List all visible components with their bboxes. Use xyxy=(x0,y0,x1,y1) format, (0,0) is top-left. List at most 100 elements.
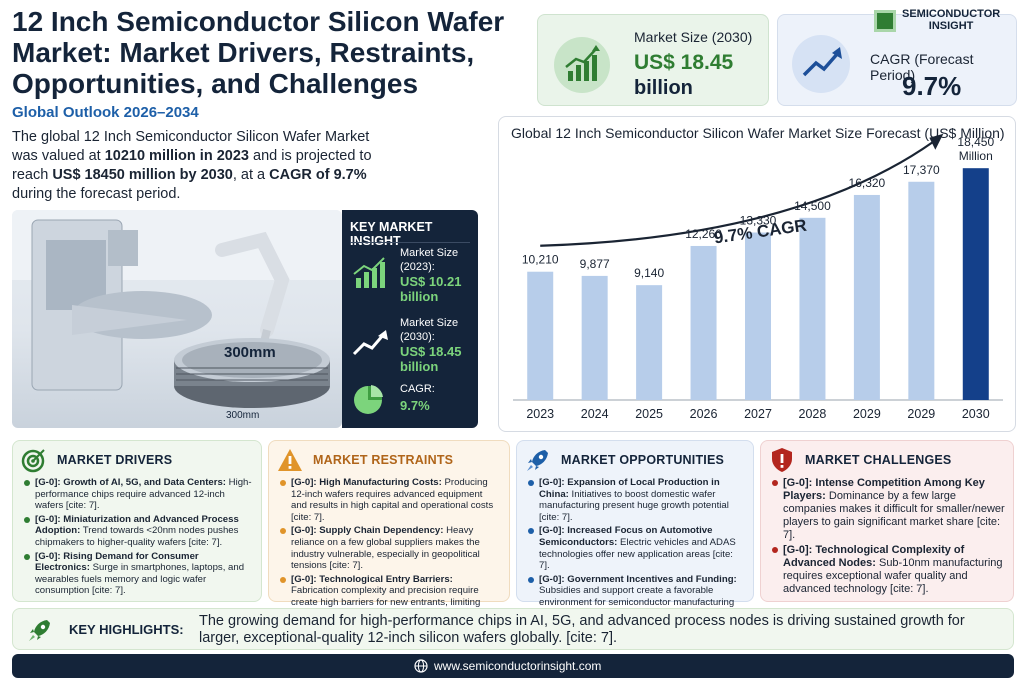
list-item: [G-0]: Increased Focus on Automotive Sem… xyxy=(527,525,745,571)
insight-label-cagr: CAGR: xyxy=(400,383,435,395)
chart-bar xyxy=(690,245,717,400)
data-label: 9,877 xyxy=(580,257,610,271)
page-subtitle: Global Outlook 2026–2034 xyxy=(12,104,199,121)
highlights-text: The growing demand for high-performance … xyxy=(199,613,965,646)
footer-website-link[interactable]: www.semiconductorinsight.com xyxy=(434,659,602,673)
insight-value-cagr: 9.7% xyxy=(400,398,430,413)
item-text: Dominance by a few large companies makes… xyxy=(783,490,1005,541)
item-text: Trend towards <20nm nodes pushes chipmak… xyxy=(35,525,239,548)
opportunities-list: [G-0]: Expansion of Local Production in … xyxy=(527,477,745,611)
pie-chart-icon xyxy=(350,382,392,418)
data-label: 16,320 xyxy=(849,176,886,190)
intro-text-1: The global 12 Inch Semiconductor Silicon… xyxy=(12,129,370,164)
challenges-list: [G-0]: Intense Competition Among Key Pla… xyxy=(771,477,1005,598)
chart-bar xyxy=(636,285,663,400)
x-tick-label: 2023 xyxy=(526,407,554,421)
cagr-value: 9.7% xyxy=(902,71,962,101)
list-item: [G-0]: Rising Demand for Consumer Electr… xyxy=(23,551,253,597)
rocket-icon xyxy=(527,450,548,471)
footer-bar: www.semiconductorinsight.com xyxy=(12,654,1014,678)
item-head: [G-0]: Miniaturization and Advanced Proc… xyxy=(35,513,239,537)
insight-item-cagr: CAGR: 9.7% xyxy=(350,382,474,426)
x-tick-label: 2024 xyxy=(581,407,609,421)
market-opportunities-panel: MARKET OPPORTUNITIES [G-0]: Expansion of… xyxy=(516,440,754,608)
data-label: 9,140 xyxy=(634,266,664,280)
market-drivers-panel: MARKET DRIVERS [G-0]: Growth of AI, 5G, … xyxy=(12,440,262,602)
insight-item-2030: Market Size (2030): US$ 18.45 billion xyxy=(350,316,474,376)
data-label: 18,450 xyxy=(957,135,994,149)
x-tick-label: 2028 xyxy=(799,407,827,421)
chart-canvas: 10,21020239,87720249,140202512,260202613… xyxy=(513,133,1003,421)
cagr-card: CAGR (Forecast Period) 9.7% xyxy=(777,14,1017,106)
list-item: [G-0]: Miniaturization and Advanced Proc… xyxy=(23,514,253,549)
insight-value-2023: US$ 10.21 billion xyxy=(400,274,462,304)
item-head: [G-0]: Intense Competition Among Key Pla… xyxy=(783,477,985,502)
item-text: Producing 12-inch wafers requires advanc… xyxy=(291,477,494,523)
list-item: [G-0]: Technological Complexity of Advan… xyxy=(771,544,1005,596)
wafer-label-large: 300mm xyxy=(224,344,276,361)
growth-chart-icon xyxy=(554,37,610,93)
chart-title: Global 12 Inch Semiconductor Silicon Waf… xyxy=(511,125,1005,141)
item-text: High-performance chips require advanced … xyxy=(35,477,252,512)
trend-arrow-icon xyxy=(350,326,392,362)
chart-bar xyxy=(908,181,935,400)
chart-bar xyxy=(581,275,608,400)
globe-icon xyxy=(414,659,428,673)
opportunities-title: MARKET OPPORTUNITIES xyxy=(561,453,725,467)
cagr-label: CAGR (Forecast Period) xyxy=(870,51,974,83)
restraints-list: [G-0]: High Manufacturing Costs: Produci… xyxy=(279,477,501,622)
list-item: [G-0]: Government Incentives and Funding… xyxy=(527,574,745,609)
item-head: [G-0]: Growth of AI, 5G, and Data Center… xyxy=(35,477,226,488)
list-item: [G-0]: Supply Chain Dependency: Heavy re… xyxy=(279,525,501,571)
insight-value-2030: US$ 18.45 billion xyxy=(400,344,462,374)
chart-bar xyxy=(527,271,554,400)
list-item: [G-0]: Intense Competition Among Key Pla… xyxy=(771,477,1005,542)
item-text: Heavy reliance on a few global suppliers… xyxy=(291,525,480,572)
data-label: 14,500 xyxy=(794,199,831,213)
chart-bar xyxy=(853,194,880,400)
forecast-chart: 10,210 2023 9,877 2024 9,140 2025 12,260 2026 13… xyxy=(498,116,1016,432)
chart-bar xyxy=(962,168,989,400)
intro-text-4: during the forecast period. xyxy=(12,186,181,202)
market-size-unit: billion xyxy=(634,77,693,99)
target-icon xyxy=(21,449,45,473)
warning-icon xyxy=(278,449,302,471)
item-head: [G-0]: Technological Complexity of Advan… xyxy=(783,544,965,569)
page-title: 12 Inch Semiconductor Silicon Wafer Mark… xyxy=(12,6,505,99)
challenges-title: MARKET CHALLENGES xyxy=(805,453,952,467)
drivers-list: [G-0]: Growth of AI, 5G, and Data Center… xyxy=(23,477,253,599)
market-size-card: Market Size (2030) US$ 18.45 billion xyxy=(537,14,769,106)
chart-bar xyxy=(745,232,771,400)
x-tick-label: 2030 xyxy=(962,407,990,421)
key-highlights-bar: KEY HIGHLIGHTS: The growing demand for h… xyxy=(12,608,1014,650)
trend-arrowhead xyxy=(929,133,944,150)
cagr-trend-line xyxy=(540,140,934,247)
x-tick-label: 2029 xyxy=(853,407,881,421)
bar-growth-icon xyxy=(350,256,392,292)
market-size-value: US$ 18.45 xyxy=(634,51,734,74)
rocket-icon xyxy=(29,620,50,641)
x-tick-label: 2026 xyxy=(690,407,718,421)
x-tick-label: 2027 xyxy=(744,407,772,421)
data-label: 13,330 xyxy=(740,214,777,228)
intro-paragraph: The global 12 Inch Semiconductor Silicon… xyxy=(12,128,382,204)
key-market-insight-panel: KEY MARKET INSIGHT Market Size (2023): U… xyxy=(342,210,478,428)
item-head: [G-0]: High Manufacturing Costs: xyxy=(291,477,442,488)
brand-logo: SEMICONDUCTOR INSIGHT xyxy=(874,8,1000,32)
drivers-title: MARKET DRIVERS xyxy=(57,453,173,467)
shield-alert-icon xyxy=(772,448,792,472)
item-head: [G-0]: Expansion of Local Production in … xyxy=(539,477,720,500)
x-tick-label: 2029 xyxy=(907,407,935,421)
insight-label-2030: Market Size (2030): xyxy=(400,317,459,343)
item-text: Subsidies and support create a favorable… xyxy=(539,585,735,608)
restraints-title: MARKET RESTRAINTS xyxy=(313,453,454,467)
market-restraints-panel: MARKET RESTRAINTS [G-0]: High Manufactur… xyxy=(268,440,510,620)
item-text: Surge in smartphones, laptops, and weara… xyxy=(35,562,245,597)
trend-up-icon xyxy=(792,35,850,93)
item-text: Sub-10nm manufacturing requires exceptio… xyxy=(783,557,1003,595)
insight-label-2023: Market Size (2023): xyxy=(400,247,459,273)
data-label: 17,370 xyxy=(903,163,940,177)
list-item: [G-0]: Expansion of Local Production in … xyxy=(527,477,745,523)
item-head: [G-0]: Technological Entry Barriers: xyxy=(291,573,453,585)
item-head: [G-0]: Government Incentives and Funding… xyxy=(539,573,737,585)
